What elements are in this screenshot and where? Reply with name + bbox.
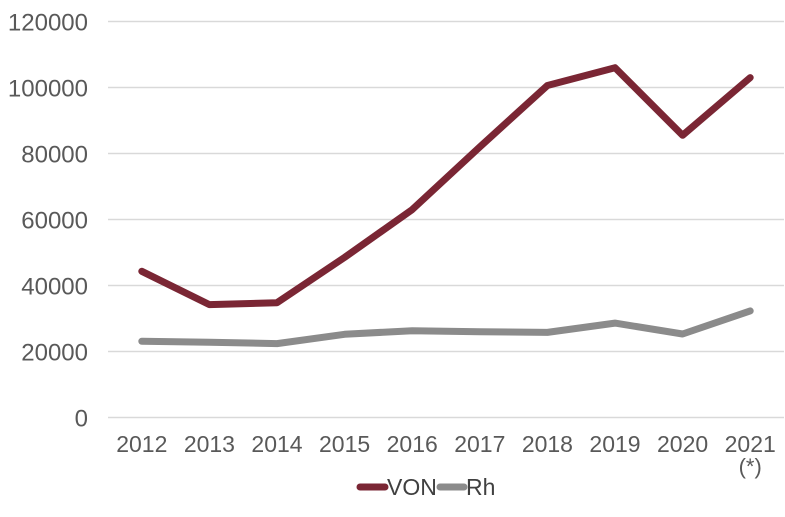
x-tick-label-2016: 2016 xyxy=(387,431,438,457)
legend-label-rh: Rh xyxy=(466,474,495,500)
x-tick-label-2014: 2014 xyxy=(251,431,302,457)
x-tick-label-2020: 2020 xyxy=(657,431,708,457)
y-tick-label-120000: 120000 xyxy=(8,10,88,37)
y-tick-label-40000: 40000 xyxy=(21,274,88,301)
x-tick-label-2015: 2015 xyxy=(319,431,370,457)
x-tick-label-2018: 2018 xyxy=(522,431,573,457)
series-line-von xyxy=(138,64,754,309)
legend-label-von: VON xyxy=(387,474,437,500)
x-tick-footnote: (*) xyxy=(739,454,762,479)
y-tick-label-0: 0 xyxy=(75,406,88,433)
x-axis-tick-labels: 2012 2013 2014 2015 2016 2017 2018 2019 2020 2021… xyxy=(116,431,776,479)
y-tick-label-60000: 60000 xyxy=(21,208,88,235)
x-tick-label-2019: 2019 xyxy=(589,431,640,457)
y-tick-label-20000: 20000 xyxy=(21,340,88,367)
legend: VON Rh xyxy=(356,474,495,500)
x-tick-label-2017: 2017 xyxy=(454,431,505,457)
series-line-rh xyxy=(138,307,754,348)
legend-item-von: VON xyxy=(356,474,437,500)
gridlines xyxy=(108,20,784,419)
x-tick-label-2021: 2021 xyxy=(725,431,776,457)
x-tick-label-2012: 2012 xyxy=(116,431,167,457)
series-lines xyxy=(138,64,754,348)
legend-item-rh: Rh xyxy=(436,474,495,500)
y-tick-label-80000: 80000 xyxy=(21,142,88,169)
y-axis-tick-labels: 0 20000 40000 60000 80000 100000 120000 xyxy=(8,10,88,433)
x-tick-label-2013: 2013 xyxy=(184,431,235,457)
y-tick-label-100000: 100000 xyxy=(8,76,88,103)
